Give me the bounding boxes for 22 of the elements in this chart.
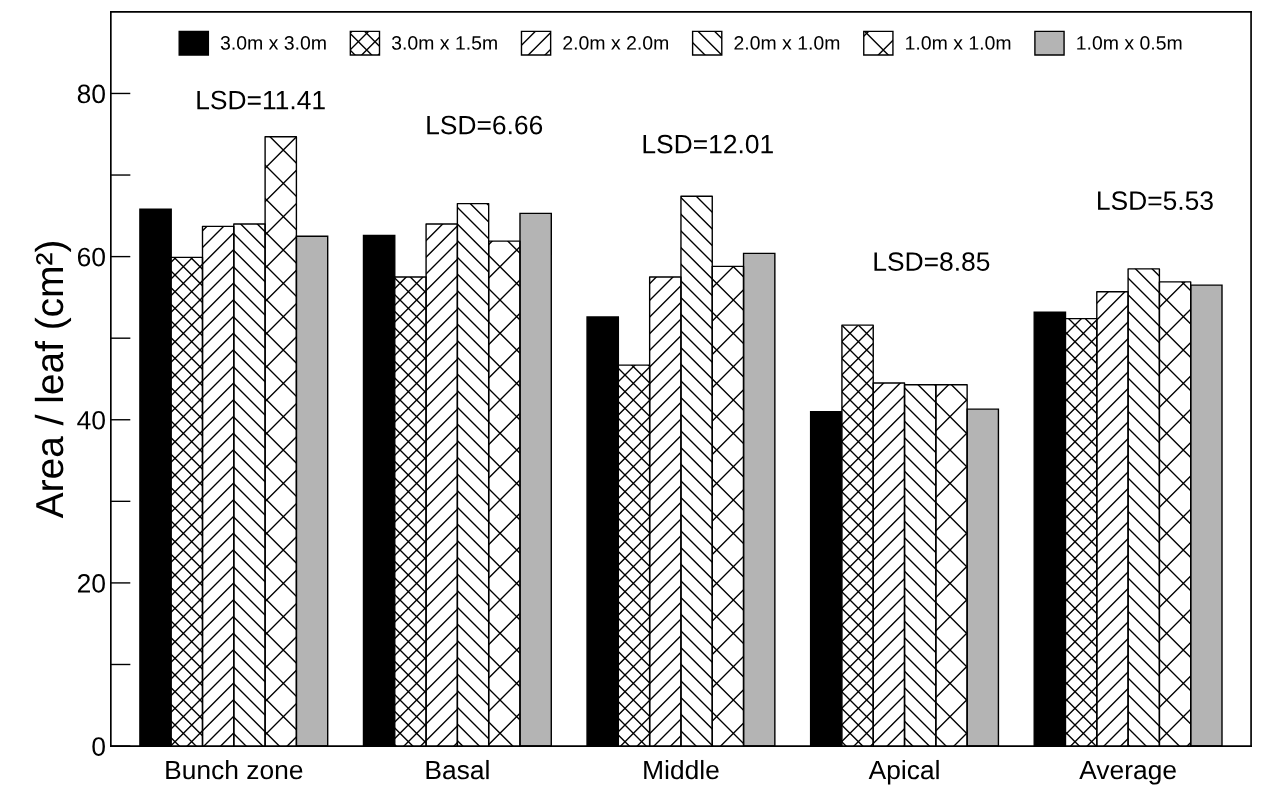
- y-tick-label: 60: [77, 247, 105, 267]
- annotation: LSD=5.53: [1098, 191, 1213, 211]
- x-tick-label: Apical: [868, 759, 939, 785]
- y-tick-label: 80: [77, 84, 105, 104]
- legend-label: 1.0m x 1.0m: [906, 36, 1011, 50]
- legend-label: 3.0m x 3.0m: [220, 36, 326, 50]
- y-tick-label: 0: [92, 737, 105, 756]
- y-tick-label: 40: [77, 410, 105, 430]
- annotation: LSD=8.85: [874, 252, 990, 271]
- annotation: LSD=11.41: [197, 90, 325, 110]
- x-tick-label: Middle: [644, 759, 719, 780]
- legend-label: 2.0m x 2.0m: [563, 36, 669, 50]
- x-tick-label: Bunch zone: [166, 759, 303, 780]
- annotation: LSD=12.01: [643, 134, 773, 154]
- y-tick-label: 20: [77, 574, 105, 593]
- annotation: LSD=6.66: [427, 115, 543, 135]
- legend-label: 2.0m x 1.0m: [734, 36, 840, 50]
- x-tick-label: Basal: [426, 759, 489, 780]
- x-tick-label: Average: [1079, 760, 1176, 785]
- y-axis-title: Area / leaf (cm²): [34, 242, 72, 519]
- legend-label: 1.0m x 0.5m: [1077, 36, 1182, 50]
- legend-label: 3.0m x 1.5m: [391, 36, 497, 50]
